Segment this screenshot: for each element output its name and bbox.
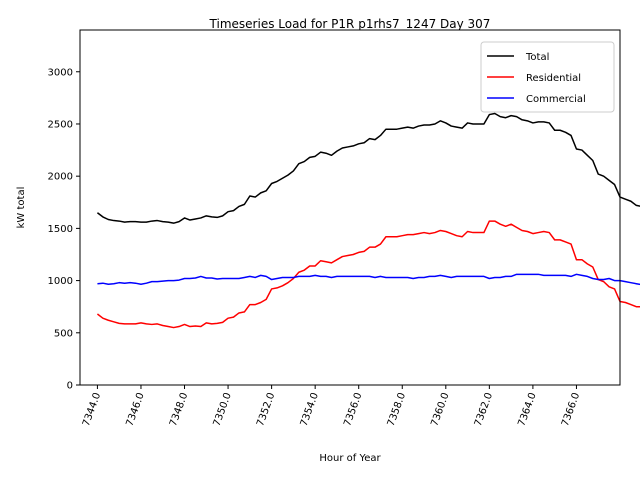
y-tick-label: 1000 <box>48 276 73 287</box>
legend-label-commercial: Commercial <box>526 94 586 105</box>
legend-label-total: Total <box>525 52 549 63</box>
y-tick-label: 2000 <box>48 172 73 183</box>
legend-box <box>480 41 615 113</box>
y-tick-label: 0 <box>67 381 73 392</box>
legend: Total Residential Commercial <box>480 41 615 113</box>
x-axis-label: Hour of Year <box>319 453 381 464</box>
plot-frame <box>79 29 621 386</box>
y-tick-label: 3000 <box>48 67 73 78</box>
legend-label-residential: Residential <box>526 73 581 84</box>
y-tick-label: 500 <box>54 328 73 339</box>
series-line-residential <box>96 220 640 329</box>
y-axis-ticks: 0 500 1000 1500 2000 2500 3000 <box>48 67 80 392</box>
series-line-total <box>96 112 640 224</box>
series-line-commercial <box>97 273 640 286</box>
series-lines <box>96 112 640 329</box>
y-tick-label: 1500 <box>48 224 73 235</box>
y-axis-label: kW total <box>16 187 27 229</box>
y-tick-label: 2500 <box>48 119 73 130</box>
chart-title: Timeseries Load for P1R p1rhs7_1247 Day … <box>209 17 491 31</box>
